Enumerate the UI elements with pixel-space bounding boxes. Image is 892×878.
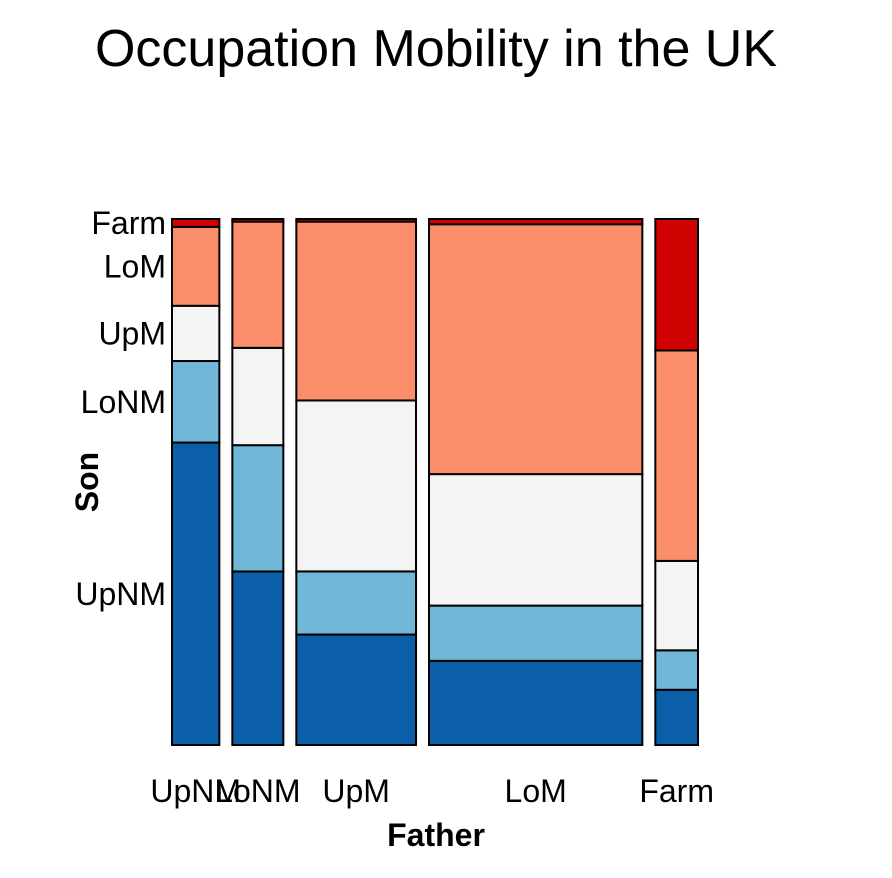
tile-father-farm-son-upm — [654, 559, 700, 652]
y-tick-upm: UpM — [98, 315, 166, 351]
tile-father-farm-son-upnm — [654, 688, 700, 747]
y-axis-label: Son — [69, 452, 105, 512]
tile-father-farm-son-lonm — [654, 649, 700, 691]
tile-father-upnm-son-upm — [171, 304, 221, 363]
tile-father-lonm-son-upm — [231, 346, 285, 447]
y-tick-lonm: LoNM — [81, 384, 166, 420]
y-tick-labels: UpNM LoNM UpM LoM Farm — [75, 205, 166, 612]
tile-father-lonm-son-upnm — [231, 570, 285, 746]
tile-father-farm-son-lom — [654, 349, 700, 562]
tile-father-lom-son-lonm — [428, 604, 644, 662]
tile-father-upnm-son-lonm — [171, 360, 221, 444]
x-tick-upnm: UpNM — [150, 773, 241, 809]
tile-father-lonm-son-farm — [231, 218, 285, 223]
tile-father-upnm-son-farm — [171, 218, 221, 228]
tile-father-lom-son-farm — [428, 218, 644, 226]
tile-father-upm-son-lonm — [295, 570, 418, 636]
x-tick-lonm: LoNM — [215, 773, 300, 809]
tile-father-upm-son-upnm — [295, 633, 418, 746]
tile-father-upm-son-farm — [295, 218, 418, 223]
x-axis-label: Father — [387, 817, 485, 853]
tile-father-lom-son-lom — [428, 223, 644, 476]
y-tick-lom: LoM — [104, 248, 166, 284]
tile-father-upnm-son-lom — [171, 225, 221, 307]
x-tick-farm: Farm — [639, 773, 714, 809]
tile-father-upm-son-upm — [295, 399, 418, 573]
x-tick-lom: LoM — [505, 773, 567, 809]
tile-father-upnm-son-upnm — [171, 441, 221, 746]
tile-father-lom-son-upnm — [428, 659, 644, 747]
x-tick-upm: UpM — [322, 773, 390, 809]
tile-father-lonm-son-lonm — [231, 444, 285, 573]
mosaic-tiles — [171, 218, 700, 747]
chart-title: Occupation Mobility in the UK — [95, 20, 777, 78]
y-tick-farm: Farm — [91, 205, 166, 241]
tile-father-farm-son-farm — [654, 218, 700, 352]
tile-father-lonm-son-lom — [231, 220, 285, 349]
tile-father-upm-son-lom — [295, 220, 418, 402]
tile-father-lom-son-upm — [428, 473, 644, 607]
y-tick-upnm: UpNM — [75, 576, 166, 612]
